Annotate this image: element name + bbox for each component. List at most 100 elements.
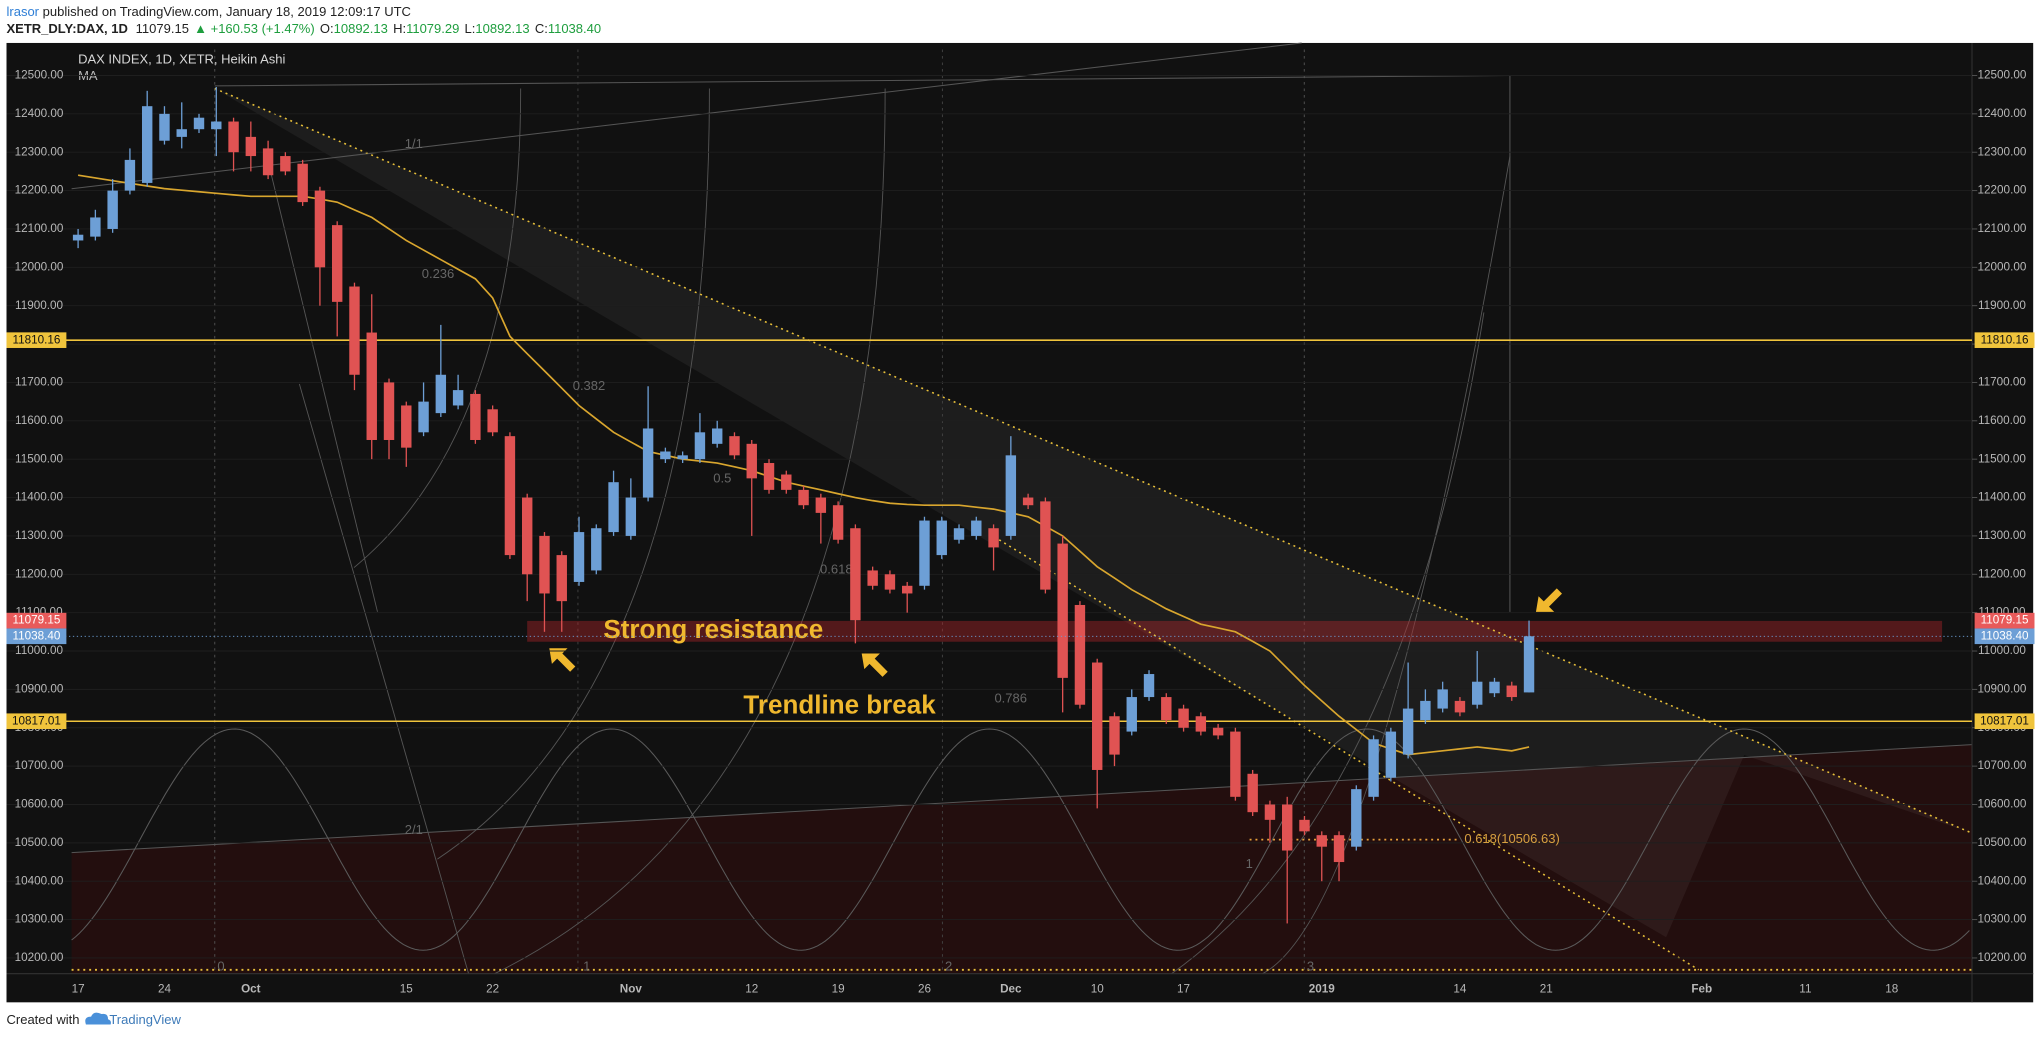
y-tick-label: 11000.00 <box>15 644 63 657</box>
candle-body <box>832 505 844 540</box>
candle-body <box>383 382 395 440</box>
y-tick-label: 10400.00 <box>1978 874 2027 887</box>
level-label: 10817.01 <box>1980 714 2029 727</box>
candle-body <box>660 451 671 460</box>
candle-body <box>901 585 913 594</box>
y-tick-label: 10700.00 <box>1978 759 2027 772</box>
x-tick-label: 11 <box>1799 982 1811 995</box>
candle-body <box>763 463 775 490</box>
arrows <box>549 588 1562 677</box>
y-tick-label: 10400.00 <box>15 874 64 887</box>
y-tick-label: 12400.00 <box>1978 107 2027 120</box>
y-tick-label: 11500.00 <box>1978 452 2026 465</box>
y-tick-label: 12100.00 <box>15 222 64 235</box>
candle-body <box>366 332 377 440</box>
price-tag <box>1974 628 2035 645</box>
y-tick-label: 10500.00 <box>1978 836 2027 849</box>
annotation: 1 <box>583 959 590 974</box>
candle-body <box>1057 543 1068 678</box>
candle-body <box>1506 685 1517 698</box>
level-tag <box>6 713 67 730</box>
candle-body <box>1005 455 1017 536</box>
candle-body <box>1178 708 1189 728</box>
price-label: 11079.15 <box>12 614 60 627</box>
x-tick-label: 14 <box>1453 982 1467 995</box>
candle-body <box>141 106 153 183</box>
candle-body <box>193 117 205 130</box>
arc <box>1262 156 1511 975</box>
candle-body <box>608 482 619 533</box>
candle-body <box>781 474 792 490</box>
y-tick-label: 10200.00 <box>1978 951 2027 964</box>
price-tag <box>1974 612 2035 629</box>
candle-body <box>711 428 723 444</box>
y-tick-label: 12100.00 <box>1978 222 2027 235</box>
candle-body <box>746 443 757 479</box>
candle-body <box>1247 773 1258 813</box>
candle-body <box>1074 604 1086 705</box>
candle-body <box>798 489 809 506</box>
arc <box>437 88 710 860</box>
y-tick-label: 12000.00 <box>1978 260 2027 273</box>
candle-body <box>936 520 947 556</box>
y-tick-label: 10600.00 <box>1978 798 2027 811</box>
candle-body <box>297 163 308 203</box>
lower-zone <box>71 744 1973 974</box>
candle-body <box>1316 835 1327 847</box>
candle-body <box>867 570 878 586</box>
candle-body <box>642 428 654 498</box>
x-tick-label: 22 <box>486 982 499 995</box>
level-tag <box>6 332 67 348</box>
arrow <box>549 648 576 672</box>
candle-body <box>1489 681 1500 694</box>
annotation: 3 <box>1307 959 1314 974</box>
y-tick-label: 12000.00 <box>15 260 64 273</box>
ohlc-value: 11038.40 <box>548 21 601 36</box>
y-tick-label: 12400.00 <box>15 107 64 120</box>
candle-body <box>262 148 274 176</box>
candle-body <box>1195 716 1207 732</box>
brand-link[interactable]: TradingView <box>109 1012 181 1027</box>
candle-body <box>1230 731 1241 797</box>
y-tick-label: 11400.00 <box>15 491 63 504</box>
x-tick-label: Nov <box>620 982 643 995</box>
candle-body <box>1126 697 1137 732</box>
y-tick-label: 11200.00 <box>1978 567 2026 580</box>
ohlc-key: L: <box>465 21 476 36</box>
y-tick-label: 12500.00 <box>15 69 64 82</box>
ohlc-key: C: <box>535 21 548 36</box>
x-tick-label: 21 <box>1540 982 1553 995</box>
arc <box>353 88 522 568</box>
ohlc-value: 10892.13 <box>475 21 529 36</box>
x-tick-label: Dec <box>1000 982 1022 995</box>
y-tick-label: 11900.00 <box>1978 299 2026 312</box>
fan-zone <box>214 88 1973 938</box>
x-tick-label: 10 <box>1091 982 1105 995</box>
y-tick-label: 11700.00 <box>15 376 63 389</box>
candle-body <box>1402 708 1414 755</box>
annotation: 0.5 <box>713 470 731 485</box>
candle-body <box>815 497 827 513</box>
header-line-1: lrasor published on TradingView.com, Jan… <box>7 4 411 19</box>
candle-body <box>573 532 585 582</box>
level-label: 11810.16 <box>12 333 60 346</box>
candle-body <box>504 436 516 556</box>
cycle-wave <box>71 728 1970 951</box>
y-tick-label: 11700.00 <box>1978 376 2026 389</box>
y-tick-label: 10900.00 <box>1978 682 2027 695</box>
y-tick-label: 10500.00 <box>15 836 64 849</box>
annotation: 0.618(10506.63) <box>1464 831 1559 846</box>
candle-body <box>521 497 533 575</box>
ohlc-key: O: <box>320 21 334 36</box>
candle-body <box>539 535 550 594</box>
candle-body <box>1264 804 1276 820</box>
y-tick-label: 11300.00 <box>1978 529 2026 542</box>
candle-body <box>124 159 136 191</box>
candle-body <box>1333 835 1345 863</box>
candle-body <box>1351 789 1362 847</box>
candle-body <box>176 129 187 137</box>
author-link[interactable]: lrasor <box>7 4 40 19</box>
annotation: 2 <box>945 959 952 974</box>
candle-body <box>435 374 447 414</box>
